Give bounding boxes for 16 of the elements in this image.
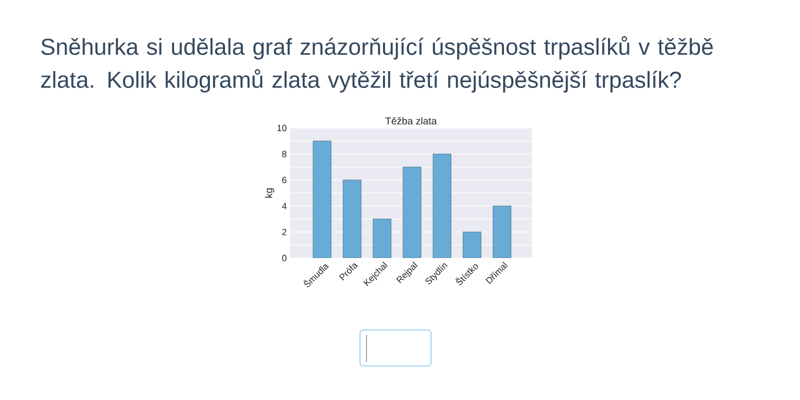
y-tick-label: 4 [282, 202, 287, 210]
y-tick-label: 6 [282, 176, 286, 184]
bar [462, 232, 482, 258]
y-tick-label: 10 [277, 124, 286, 132]
y-tick-label: 8 [282, 150, 286, 158]
bar [492, 206, 512, 258]
bar [312, 140, 332, 258]
chart-title: Těžba zlata [385, 117, 437, 124]
bar [372, 218, 392, 258]
bar [402, 166, 422, 258]
y-axis-title: kg [264, 188, 274, 198]
y-tick-label: 0 [282, 254, 286, 262]
bar [432, 154, 452, 258]
bar [342, 180, 362, 258]
y-tick-label: 2 [282, 228, 286, 236]
text: Sněhurka si udělala graf znázorňující úspěšnost trpaslíků v těžbě zlata. Kolik kilogramů zlata vytěžil třetí nejúspěšnější trpaslík? [41, 36, 713, 93]
